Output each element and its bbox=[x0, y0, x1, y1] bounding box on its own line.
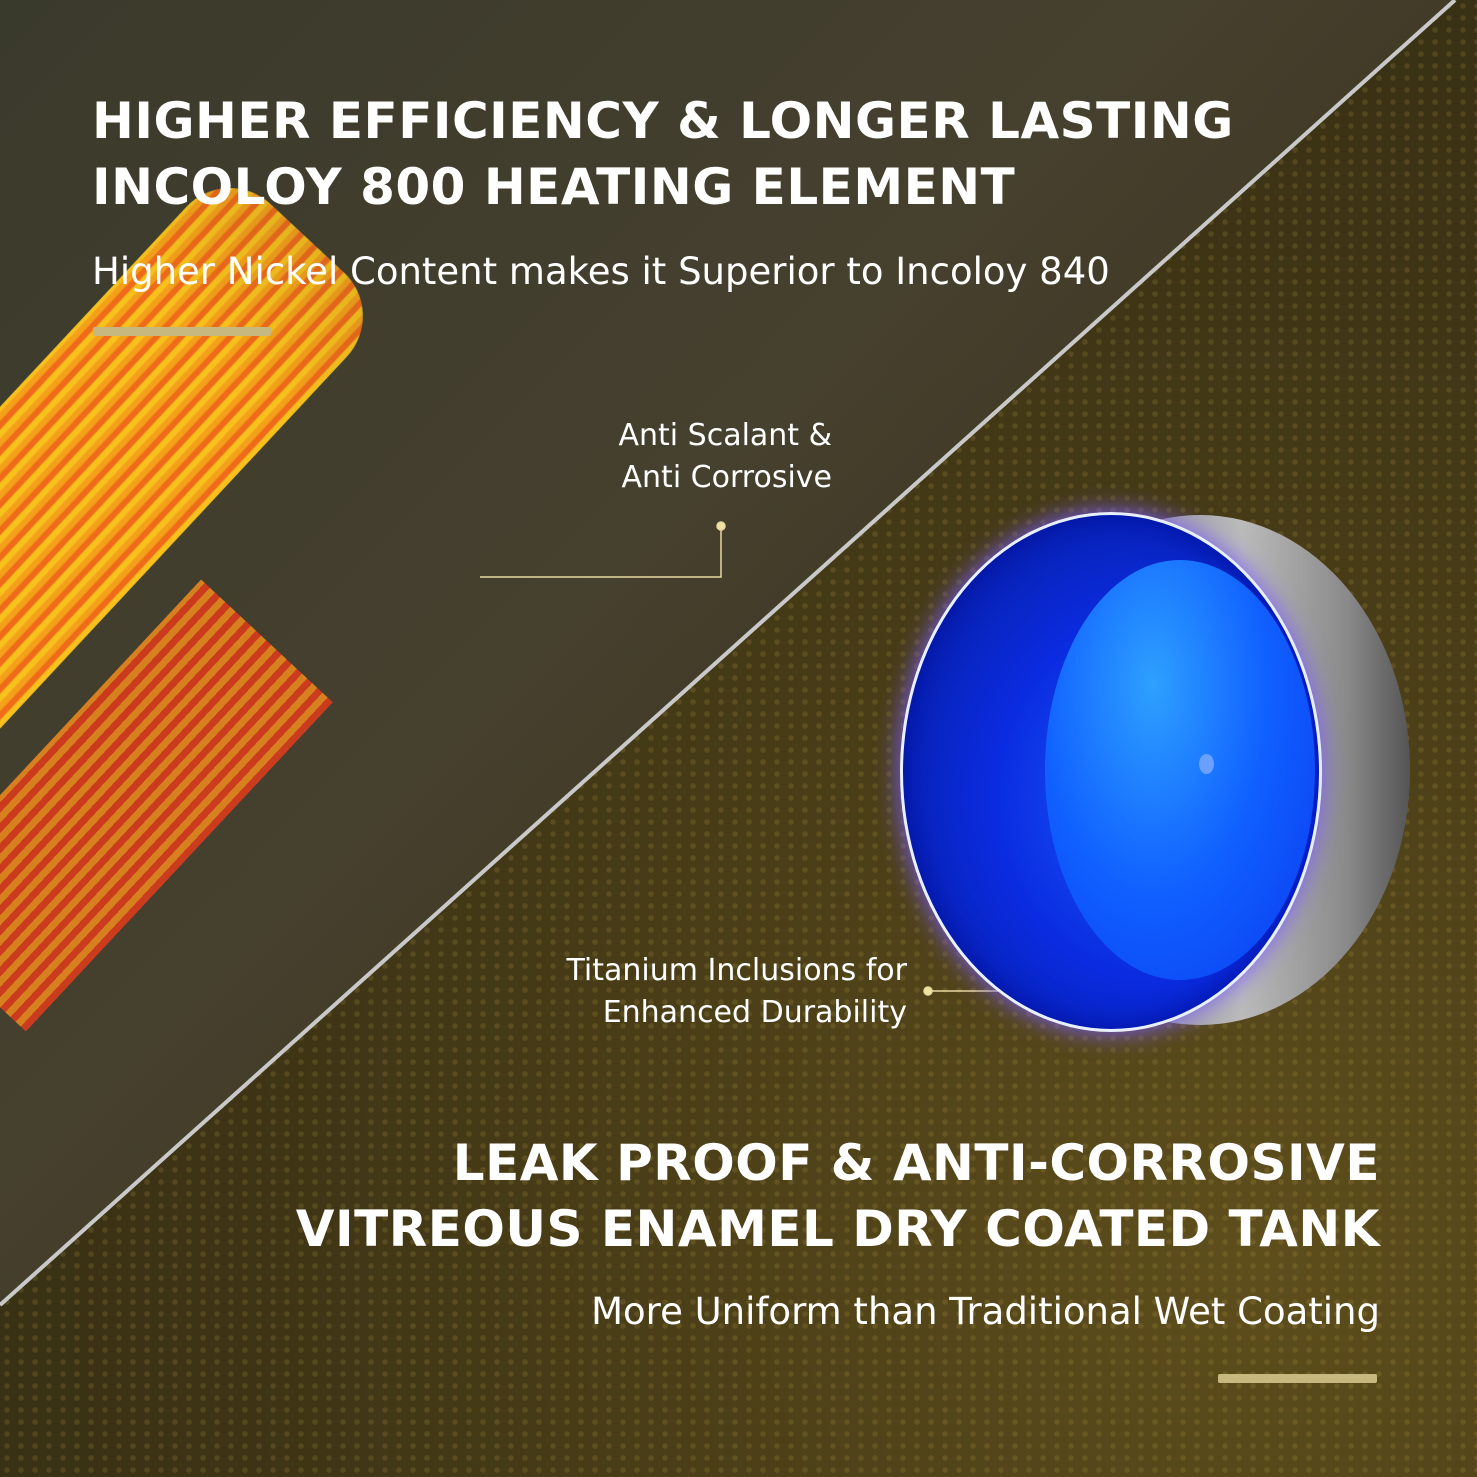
tank-pin bbox=[1199, 754, 1214, 774]
tank-callout-text: Titanium Inclusions for Enhanced Durabil… bbox=[500, 950, 907, 1034]
heating-callout-text: Anti Scalant & Anti Corrosive bbox=[560, 415, 832, 499]
heating-callout-line1: Anti Scalant & bbox=[618, 418, 832, 453]
heating-callout-line2: Anti Corrosive bbox=[621, 460, 832, 495]
bottom-subtitle: More Uniform than Traditional Wet Coatin… bbox=[591, 1290, 1380, 1333]
tank-inner-image bbox=[1045, 560, 1315, 980]
bottom-accent-bar bbox=[1218, 1374, 1377, 1383]
bottom-headline-line2: VITREOUS ENAMEL DRY COATED TANK bbox=[295, 1200, 1380, 1258]
top-subtitle: Higher Nickel Content makes it Superior … bbox=[92, 250, 1110, 293]
top-headline-line1: HIGHER EFFICIENCY & LONGER LASTING bbox=[92, 92, 1234, 150]
bottom-headline-line1: LEAK PROOF & ANTI-CORROSIVE bbox=[452, 1134, 1380, 1192]
heating-callout-line bbox=[480, 521, 726, 578]
tank-callout-line2: Enhanced Durability bbox=[602, 995, 907, 1030]
tank-callout-line1: Titanium Inclusions for bbox=[566, 953, 907, 988]
top-accent-bar bbox=[93, 327, 271, 336]
top-headline-line2: INCOLOY 800 HEATING ELEMENT bbox=[92, 158, 1016, 216]
